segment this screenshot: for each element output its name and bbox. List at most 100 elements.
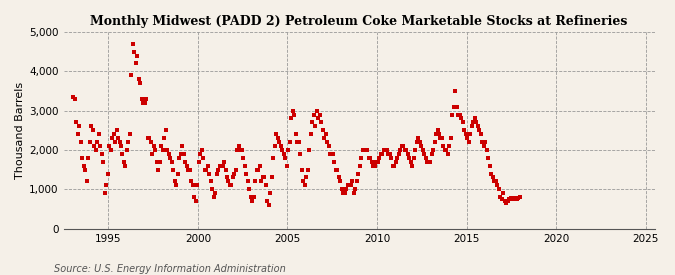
Point — [495, 195, 506, 199]
Point — [398, 144, 408, 148]
Point — [135, 81, 146, 85]
Point — [80, 167, 90, 172]
Point — [290, 132, 301, 136]
Point — [302, 167, 313, 172]
Point — [97, 152, 107, 156]
Point — [123, 140, 134, 144]
Point — [76, 140, 86, 144]
Point — [407, 164, 418, 168]
Point — [386, 156, 397, 160]
Point — [177, 144, 188, 148]
Point — [144, 136, 155, 140]
Point — [253, 167, 264, 172]
Point — [350, 187, 361, 191]
Point — [174, 156, 185, 160]
Point — [480, 140, 491, 144]
Point — [211, 171, 222, 176]
Point — [169, 179, 180, 184]
Point — [252, 167, 263, 172]
Point — [204, 171, 215, 176]
Point — [371, 160, 381, 164]
Point — [250, 179, 261, 184]
Point — [138, 101, 148, 105]
Point — [165, 156, 176, 160]
Point — [472, 124, 483, 128]
Point — [462, 136, 472, 140]
Point — [428, 148, 439, 152]
Point — [120, 164, 131, 168]
Point — [171, 183, 182, 188]
Point — [93, 132, 104, 136]
Point — [435, 136, 446, 140]
Point — [338, 191, 349, 196]
Point — [313, 116, 323, 121]
Point — [111, 128, 122, 133]
Point — [375, 152, 386, 156]
Point — [420, 156, 431, 160]
Point — [510, 197, 520, 201]
Point — [352, 179, 362, 184]
Point — [220, 167, 231, 172]
Point — [316, 120, 327, 125]
Point — [86, 124, 97, 128]
Point — [293, 140, 304, 144]
Point — [437, 136, 448, 140]
Point — [104, 144, 115, 148]
Point — [259, 175, 270, 180]
Point — [374, 156, 385, 160]
Point — [327, 152, 338, 156]
Point — [423, 160, 434, 164]
Point — [205, 179, 216, 184]
Point — [501, 201, 512, 205]
Point — [99, 191, 110, 196]
Text: Source: U.S. Energy Information Administration: Source: U.S. Energy Information Administ… — [54, 264, 286, 274]
Point — [402, 152, 413, 156]
Point — [108, 132, 119, 136]
Point — [274, 140, 285, 144]
Point — [323, 144, 334, 148]
Point — [450, 89, 461, 93]
Point — [426, 152, 437, 156]
Point — [159, 136, 169, 140]
Point — [504, 197, 514, 201]
Point — [115, 144, 126, 148]
Point — [277, 148, 288, 152]
Point — [78, 164, 89, 168]
Point — [296, 167, 307, 172]
Point — [148, 144, 159, 148]
Point — [477, 140, 488, 144]
Point — [358, 148, 369, 152]
Point — [199, 167, 210, 172]
Point — [187, 183, 198, 188]
Point — [283, 148, 294, 152]
Point — [500, 199, 510, 203]
Point — [429, 140, 440, 144]
Point — [414, 140, 425, 144]
Point — [109, 140, 120, 144]
Point — [337, 187, 348, 191]
Point — [383, 152, 394, 156]
Point — [475, 132, 486, 136]
Point — [184, 167, 195, 172]
Point — [342, 183, 353, 188]
Point — [373, 160, 383, 164]
Point — [458, 120, 468, 125]
Point — [155, 160, 165, 164]
Point — [369, 164, 380, 168]
Point — [275, 144, 286, 148]
Point — [102, 171, 113, 176]
Point — [348, 191, 359, 196]
Point — [319, 136, 329, 140]
Point — [130, 61, 141, 66]
Point — [448, 104, 459, 109]
Point — [136, 97, 147, 101]
Point — [178, 152, 189, 156]
Point — [257, 175, 268, 180]
Point — [354, 164, 365, 168]
Point — [200, 167, 211, 172]
Point — [242, 179, 253, 184]
Point — [394, 152, 404, 156]
Point — [443, 152, 454, 156]
Point — [368, 164, 379, 168]
Point — [226, 183, 237, 188]
